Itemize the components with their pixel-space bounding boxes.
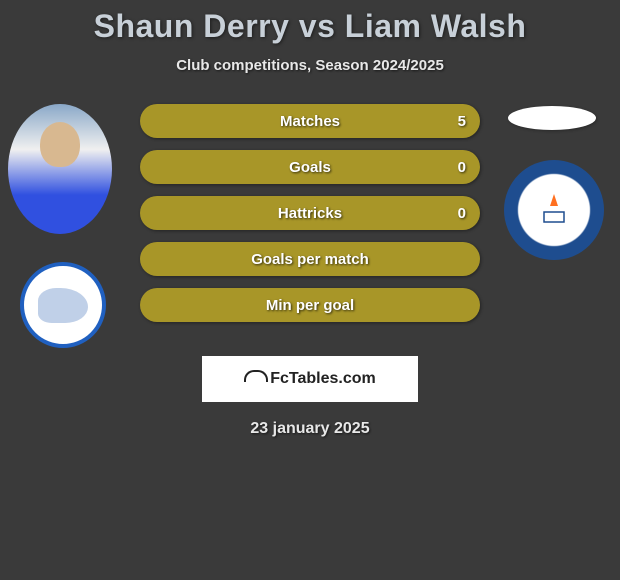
player-left-photo xyxy=(8,104,112,234)
stat-row-min-per-goal: Min per goal xyxy=(140,288,480,322)
badge-inner-icon xyxy=(530,186,578,234)
stat-value: 0 xyxy=(458,159,466,176)
stat-label: Goals per match xyxy=(251,251,369,268)
stat-row-goals-per-match: Goals per match xyxy=(140,242,480,276)
fctables-icon xyxy=(244,368,266,390)
attribution-logo: FcTables.com xyxy=(244,368,376,390)
player-right-column xyxy=(500,104,610,260)
stat-row-matches: Matches 5 xyxy=(140,104,480,138)
player-right-photo-placeholder xyxy=(508,106,596,130)
stat-value: 5 xyxy=(458,113,466,130)
stat-label: Matches xyxy=(280,113,340,130)
stats-column: Matches 5 Goals 0 Hattricks 0 Goals per … xyxy=(140,104,480,334)
attribution-text: FcTables.com xyxy=(270,370,376,388)
comparison-date: 23 january 2025 xyxy=(0,420,620,438)
stat-label: Hattricks xyxy=(278,205,342,222)
stat-label: Min per goal xyxy=(266,297,354,314)
lion-icon xyxy=(38,288,88,323)
player-left-column xyxy=(8,104,128,348)
player-right-club-badge xyxy=(504,160,604,260)
stat-row-goals: Goals 0 xyxy=(140,150,480,184)
player-left-club-badge xyxy=(20,262,106,348)
stat-row-hattricks: Hattricks 0 xyxy=(140,196,480,230)
comparison-main: Matches 5 Goals 0 Hattricks 0 Goals per … xyxy=(0,104,620,364)
stat-value: 0 xyxy=(458,205,466,222)
stat-label: Goals xyxy=(289,159,331,176)
comparison-title: Shaun Derry vs Liam Walsh xyxy=(0,0,620,45)
season-subtitle: Club competitions, Season 2024/2025 xyxy=(0,45,620,74)
